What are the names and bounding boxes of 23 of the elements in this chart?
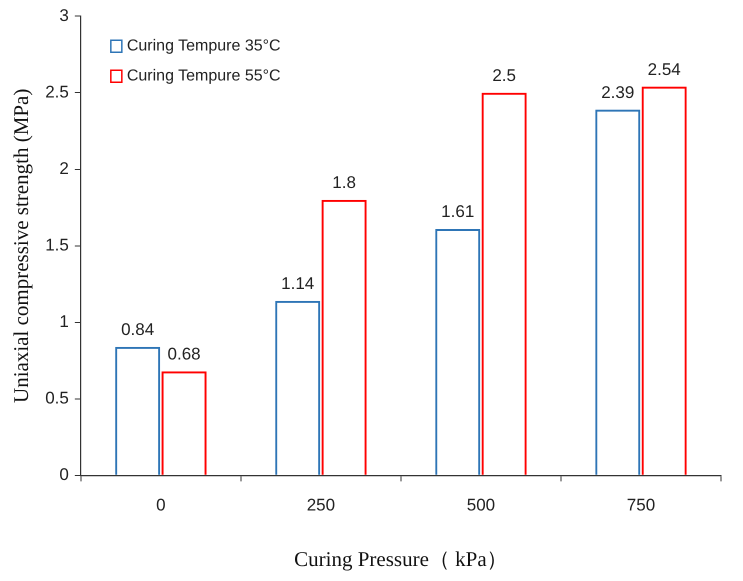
legend-label: Curing Tempure 55°C: [126, 68, 281, 85]
legend-label: Curing Tempure 35°C: [126, 38, 281, 55]
y-tick-label: 2: [59, 158, 69, 178]
x-tick-label: 0: [156, 495, 166, 514]
data-label: 1.14: [281, 274, 314, 294]
x-tick-label: 250: [306, 495, 336, 514]
y-tick-label: 1.5: [45, 235, 69, 254]
data-label: 2.39: [601, 82, 634, 102]
y-tick-label: 3: [59, 6, 69, 25]
x-tick-label: 500: [466, 495, 496, 514]
data-label: 1.8: [332, 173, 356, 192]
y-tick-label: 0: [59, 465, 69, 484]
data-label: 2.54: [648, 60, 681, 79]
y-tick-label: 0.5: [45, 388, 69, 408]
data-label: 1.61: [441, 202, 474, 222]
y-tick-label: 1: [59, 312, 69, 332]
y-tick-label: 2.5: [45, 82, 69, 102]
x-tick-label: 750: [626, 495, 656, 514]
data-label: 0.84: [121, 320, 154, 340]
data-label: 0.68: [168, 344, 201, 364]
x-axis-title: Curing Pressure（ kPa）: [294, 546, 508, 571]
data-label: 2.5: [492, 66, 516, 85]
y-axis-title: Uniaxial compressive strength (MPa): [9, 88, 34, 403]
